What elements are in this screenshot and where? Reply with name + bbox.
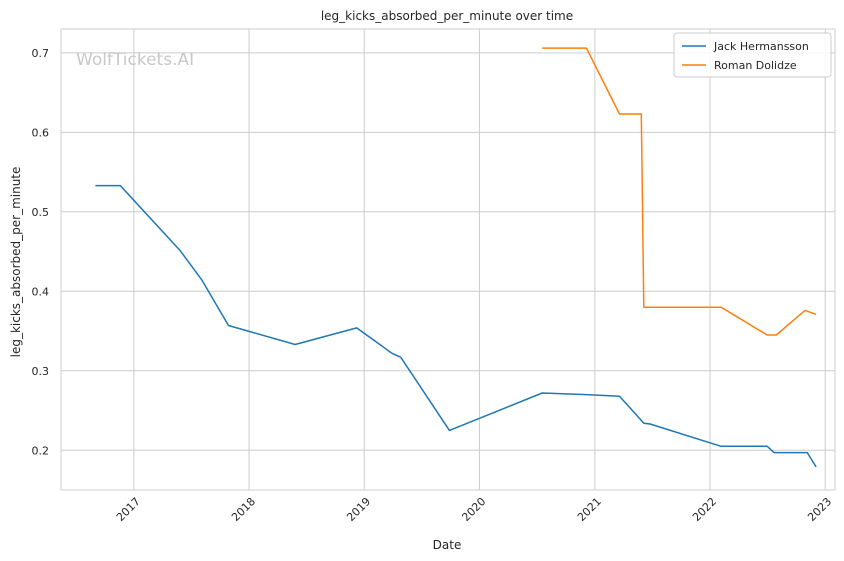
x-tick-label: 2020: [459, 495, 488, 524]
y-tick-label: 0.6: [32, 126, 50, 139]
series-line-roman-dolidze: [542, 47, 817, 336]
x-tick-label: 2018: [229, 495, 258, 524]
legend-label: Roman Dolidze: [714, 59, 797, 72]
x-tick-label: 2022: [690, 495, 719, 524]
x-axis-ticks: 2017 2018 2019 2020 2021 2022 2023: [114, 495, 834, 524]
y-tick-label: 0.5: [32, 206, 50, 219]
x-tick-label: 2019: [344, 495, 373, 524]
y-tick-label: 0.4: [32, 285, 50, 298]
x-tick-label: 2023: [805, 495, 834, 524]
x-axis-title: Date: [433, 538, 462, 552]
legend: Jack Hermansson Roman Dolidze: [673, 32, 832, 78]
legend-label: Jack Hermansson: [713, 40, 809, 53]
series-layer: [95, 47, 817, 468]
x-tick-label: 2021: [575, 495, 604, 524]
x-tick-label: 2017: [114, 495, 143, 524]
watermark-text: WolfTickets.AI: [76, 50, 194, 70]
plot-frame: [60, 28, 836, 491]
y-axis-title: leg_kicks_absorbed_per_minute: [9, 167, 23, 358]
chart-title: leg_kicks_absorbed_per_minute over time: [321, 9, 573, 23]
y-tick-label: 0.7: [32, 47, 50, 60]
y-tick-label: 0.2: [32, 444, 50, 457]
y-axis-ticks: 0.2 0.3 0.4 0.5 0.6 0.7: [32, 47, 50, 457]
series-line-jack-hermansson: [95, 184, 817, 468]
grid-lines: [61, 29, 835, 490]
legend-box: [673, 32, 832, 78]
y-tick-label: 0.3: [32, 365, 50, 378]
